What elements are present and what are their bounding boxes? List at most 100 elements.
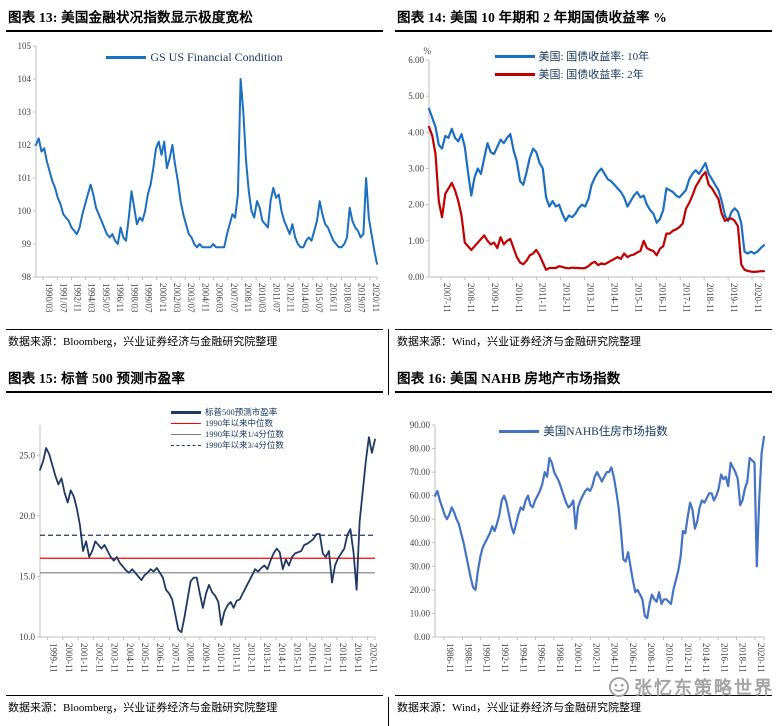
legend-line-swatch-icon [494,54,535,58]
x-axis-tick-label: 2010-11 [514,283,524,313]
legend-line-swatch-icon [171,423,201,424]
legend-line-swatch-icon [171,411,201,414]
figure-14-title: 图表 14: 美国 10 年期和 2 年期国债收益率 % [395,0,772,32]
series-sp500-forward-pe [39,436,376,634]
y-axis-tick-label: 10.0 [19,632,35,642]
watermark: 张忆东策略世界 [608,674,774,700]
x-axis-tick-label: 2016-11 [719,643,729,673]
figure-15-panel: 图表 15: 标普 500 预测市盈率 标普500预测市盈率 1990年以来中位数… [0,361,389,723]
figure-16-legend: 美国NAHB住房市场指数 [395,423,772,439]
legend-line-swatch-icon [171,445,201,446]
x-axis-tick-label: 2018/03 [343,283,353,313]
figure-13-legend: GS US Financial Condition [6,50,383,65]
legend-label: 美国NAHB住房市场指数 [543,426,668,438]
x-axis-tick-label: 2020-11 [753,283,763,313]
y-axis-tick-label: 15.0 [19,571,35,581]
figure-15-plot: 10.0 15.0 20.0 25.0 1999-11 2000-11 2001-11 200… [19,425,378,673]
x-axis-tick-label: 1994/03 [87,283,97,313]
figure-15-source: 数据来源：Bloomberg，兴业证券经济与金融研究院整理 [6,695,383,723]
x-axis-tick-label: 1998-11 [555,643,565,673]
legend-line-swatch-icon [494,72,535,76]
x-axis-tick-label: 1996/11 [115,283,125,312]
x-axis-tick-label: 1996-11 [537,643,547,673]
x-axis-tick-label: 1992/11 [73,283,83,312]
y-axis-tick-label: 3.00 [408,164,424,174]
x-axis-tick-label: 2008-11 [646,643,656,673]
x-axis-tick-label: 2017-11 [323,643,333,673]
x-axis-tick-label: 2003/07 [186,283,196,313]
y-axis-tick-label: 30.00 [410,561,431,571]
figure-16-source: 数据来源：Wind，兴业证券经济与金融研究院整理 [395,695,772,723]
y-axis-tick-label: 0.00 [414,632,430,642]
x-axis-tick-label: 2002-11 [94,643,104,673]
y-axis-tick-label: 105 [18,41,32,51]
figure-13-panel: 图表 13: 美国金融状况指数显示极度宽松 GS US Financial Co… [0,0,389,361]
figure-16-chart: 美国NAHB住房市场指数 0.00 10.00 20.00 30.00 40.00 50.… [395,395,772,695]
figure-14-source: 数据来源：Wind，兴业证券经济与金融研究院整理 [395,329,772,361]
x-axis-tick-label: 2006-11 [628,643,638,673]
legend-item: 美国NAHB住房市场指数 [499,423,668,439]
y-axis-tick-label: 90.00 [410,420,431,430]
legend-item: 1990年以来中位数 [171,418,273,429]
x-axis-tick-label: 1995/07 [101,283,111,313]
x-axis-tick-label: 2016/11 [328,283,338,312]
y-axis-tick-label: 2.00 [408,200,424,210]
x-axis-tick-label: 2002-11 [591,643,601,673]
x-axis-tick-label: 2007-11 [170,643,180,673]
legend-line-swatch-icon [499,429,540,433]
y-axis-tick-label: 70.00 [410,467,431,477]
legend-item: 标普500预测市盈率 [171,407,277,418]
legend-item: GS US Financial Condition [106,50,283,65]
figure-15-chart: 标普500预测市盈率 1990年以来中位数 1990年以来1/4分位数 1990年以来… [6,395,383,695]
y-axis-tick-label: 20.0 [19,511,35,521]
legend-label: GS US Financial Condition [150,50,283,64]
x-axis-tick-label: 2010-11 [665,643,675,673]
x-axis-tick-label: 2000-11 [64,643,74,673]
x-axis-tick-label: 2007-11 [442,283,452,313]
x-axis-tick-label: 2018-11 [338,643,348,673]
x-axis-tick-label: 2011/07 [271,283,281,313]
y-axis-tick-label: 20.00 [410,585,431,595]
watermark-text: 张忆东策略世界 [634,678,774,698]
figure-16-plot: 0.00 10.00 20.00 30.00 40.00 50.00 60.00 70.00 8… [410,420,766,673]
x-axis-tick-label: 1998/03 [129,283,139,313]
x-axis-tick-label: 2000-11 [573,643,583,673]
x-axis-tick-label: 2006-11 [155,643,165,673]
x-axis-tick-label: 2007/07 [229,283,239,313]
x-axis-tick-label: 2020-11 [368,643,378,673]
figure-16-panel: 图表 16: 美国 NAHB 房地产市场指数 美国NAHB住房市场指数 0.00… [389,361,778,723]
x-axis-tick-label: 1992-11 [500,643,510,673]
x-axis-tick-label: 1999/07 [144,283,154,313]
x-axis-tick-label: 2012-11 [562,283,572,313]
y-axis-tick-label: 4.00 [408,127,424,137]
figure-14-chart: 美国: 国债收益率: 10年 美国: 国债收益率: 2年 0.00 1.00 2.00… [395,34,772,329]
x-axis-tick-label: 2005-11 [140,643,150,673]
y-axis-tick-label: 60.00 [410,491,431,501]
x-axis-tick-label: 2014/03 [300,283,310,313]
x-axis-tick-label: 2016-11 [308,643,318,673]
series-gs-us-financial-condition [35,78,378,265]
x-axis-tick-label: 1990-11 [482,643,492,673]
x-axis-tick-label: 2016-11 [657,283,667,313]
y-axis-tick-label: 100 [18,206,32,216]
figure-15-legend: 标普500预测市盈率 1990年以来中位数 1990年以来1/4分位数 1990年以来… [171,407,284,451]
y-axis-tick-label: 0.00 [408,272,424,282]
x-axis-tick-label: 1986-11 [445,643,455,673]
wechat-logo-icon [609,677,629,697]
x-axis-tick-label: 2012/11 [286,283,296,312]
legend-label: 美国: 国债收益率: 10年 [538,51,650,63]
y-axis-tick-label: 1.00 [408,236,424,246]
y-axis-tick-label: 10.00 [410,608,431,618]
legend-item: 1990年以来1/4分位数 [171,429,284,440]
y-axis-unit-label: % [424,46,432,56]
legend-label: 标普500预测市盈率 [205,407,278,417]
y-axis-tick-label: 5.00 [408,91,424,101]
x-axis-tick-label: 2008-11 [466,283,476,313]
x-axis-tick-label: 2020-11 [756,643,766,673]
x-axis-tick-label: 2015/07 [314,283,324,313]
figure-13-chart: GS US Financial Condition 98 99 100 101 102 1… [6,34,383,329]
figure-14-plot: 0.00 1.00 2.00 3.00 4.00 5.00 6.00% 2007-11 2008… [408,46,766,313]
legend-label: 1990年以来1/4分位数 [205,429,284,439]
x-axis-tick-label: 2003-11 [110,643,120,673]
